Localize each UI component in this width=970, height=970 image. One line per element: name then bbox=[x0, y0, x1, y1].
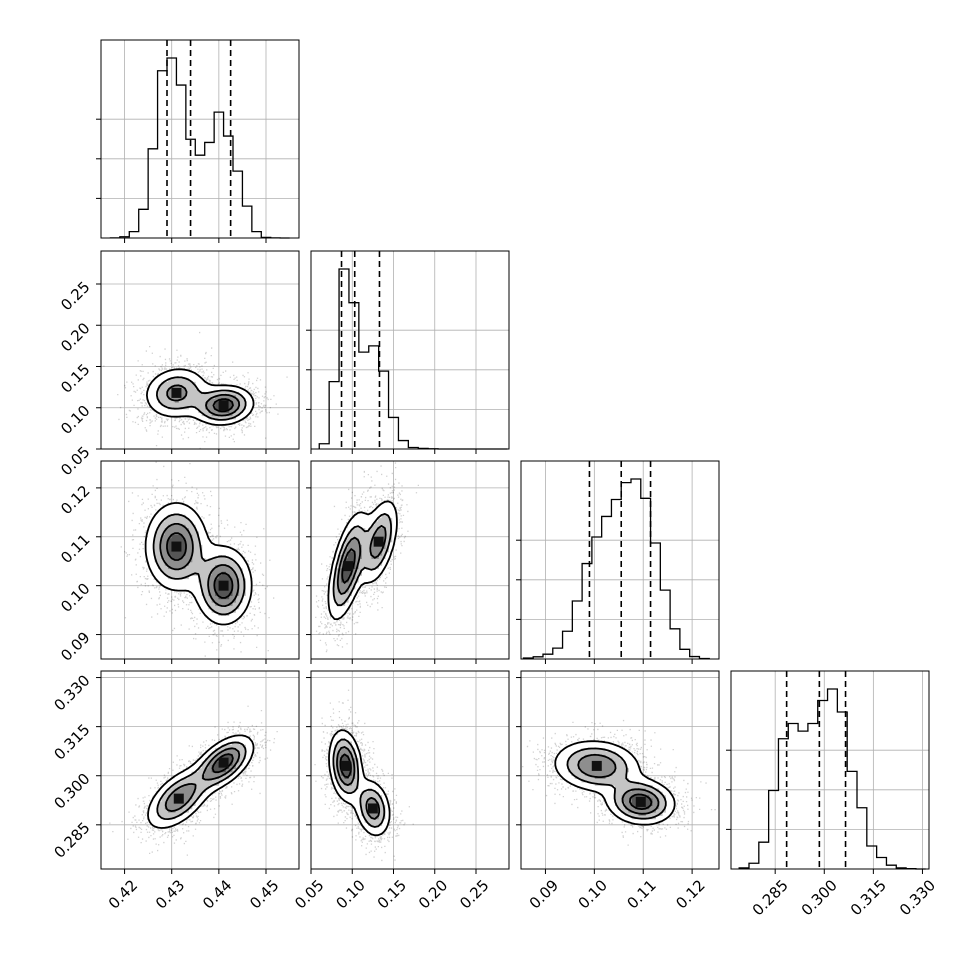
density-contour bbox=[327, 500, 398, 621]
x-tick-label: 0.09 bbox=[526, 876, 562, 912]
density-contour bbox=[554, 740, 676, 826]
panel-content bbox=[315, 462, 419, 653]
density-contour bbox=[328, 729, 391, 837]
density-contour bbox=[147, 734, 255, 829]
x-tick-label: 0.285 bbox=[749, 876, 792, 919]
x-tick-label: 0.43 bbox=[152, 876, 188, 912]
density-contour bbox=[166, 532, 234, 599]
histogram-panel bbox=[726, 670, 930, 874]
histogram-bars bbox=[738, 688, 926, 870]
density-peak bbox=[171, 387, 182, 398]
density-contour bbox=[166, 384, 241, 417]
y-tick-label: 0.05 bbox=[57, 443, 93, 479]
density-contour bbox=[146, 368, 255, 426]
density-contour bbox=[156, 741, 247, 820]
panel-frame bbox=[100, 460, 300, 660]
histogram-panel bbox=[96, 39, 300, 243]
density-contour bbox=[577, 753, 660, 815]
y-tick-label: 0.25 bbox=[57, 278, 93, 314]
density-peak bbox=[218, 580, 229, 591]
scatter-contour-panel bbox=[306, 460, 510, 664]
panel-content bbox=[522, 719, 716, 846]
panel-content bbox=[314, 689, 414, 862]
density-peak bbox=[173, 793, 184, 804]
scatter-contour-panel bbox=[306, 670, 510, 874]
density-contour bbox=[212, 398, 234, 413]
density-peak bbox=[340, 760, 351, 771]
y-tick-label: 0.11 bbox=[57, 531, 93, 567]
histogram-panel bbox=[306, 250, 510, 454]
y-tick-label: 0.20 bbox=[57, 319, 93, 355]
x-tick-label: 0.44 bbox=[199, 876, 235, 912]
panel-frame bbox=[310, 460, 510, 660]
density-peak bbox=[367, 803, 378, 814]
histogram-panel bbox=[516, 460, 720, 664]
x-tick-label: 0.25 bbox=[456, 876, 492, 912]
y-tick-label: 0.10 bbox=[57, 402, 93, 438]
scatter-contour-panel bbox=[96, 670, 300, 874]
x-tick-label: 0.45 bbox=[246, 876, 282, 912]
density-peak bbox=[635, 796, 646, 807]
scatter-contour-panel bbox=[96, 460, 300, 664]
density-peak bbox=[373, 536, 384, 547]
y-tick-label: 0.12 bbox=[57, 482, 93, 518]
density-contour bbox=[156, 376, 247, 421]
panel-frame bbox=[520, 460, 720, 660]
x-tick-label: 0.10 bbox=[333, 876, 369, 912]
panel-content bbox=[109, 705, 278, 856]
scatter-contour-panel bbox=[96, 250, 300, 454]
x-tick-label: 0.15 bbox=[374, 876, 410, 912]
x-tick-label: 0.315 bbox=[847, 876, 890, 919]
x-tick-label: 0.05 bbox=[291, 876, 327, 912]
panel-frame bbox=[100, 250, 300, 450]
panel-frame bbox=[730, 670, 930, 870]
x-tick-label: 0.11 bbox=[623, 876, 659, 912]
density-fill bbox=[168, 534, 233, 600]
density-contour bbox=[336, 746, 381, 820]
y-tick-label: 0.285 bbox=[50, 819, 93, 862]
density-contour bbox=[332, 738, 386, 828]
y-tick-label: 0.330 bbox=[50, 671, 93, 714]
panel-frame bbox=[100, 39, 300, 239]
panel-frame bbox=[310, 670, 510, 870]
panel-content bbox=[103, 331, 288, 449]
density-contour bbox=[336, 525, 387, 595]
y-tick-label: 0.10 bbox=[57, 579, 93, 615]
panel-frame bbox=[100, 670, 300, 870]
y-tick-label: 0.300 bbox=[50, 770, 93, 813]
x-tick-label: 0.330 bbox=[896, 876, 939, 919]
histogram-bars bbox=[109, 57, 290, 239]
x-tick-label: 0.20 bbox=[415, 876, 451, 912]
y-tick-label: 0.15 bbox=[57, 360, 93, 396]
y-tick-label: 0.315 bbox=[50, 720, 93, 763]
density-contour bbox=[566, 747, 667, 820]
y-tick-label: 0.09 bbox=[57, 628, 93, 664]
panel-frame bbox=[310, 250, 510, 450]
density-peak bbox=[591, 760, 602, 771]
density-contour bbox=[332, 513, 392, 607]
histogram-bars bbox=[318, 268, 508, 450]
density-contour bbox=[152, 513, 246, 616]
panel-content bbox=[120, 461, 275, 657]
panel-frame bbox=[520, 670, 720, 870]
density-contour bbox=[164, 747, 241, 812]
histogram-bars bbox=[522, 478, 710, 660]
density-contour bbox=[159, 523, 240, 607]
x-tick-label: 0.12 bbox=[672, 876, 708, 912]
x-tick-label: 0.10 bbox=[575, 876, 611, 912]
density-contour bbox=[144, 502, 253, 626]
x-tick-label: 0.42 bbox=[105, 876, 141, 912]
scatter-contour-panel bbox=[516, 670, 720, 874]
density-peak bbox=[218, 400, 229, 411]
density-peak bbox=[171, 541, 182, 552]
x-tick-label: 0.300 bbox=[798, 876, 841, 919]
density-peak bbox=[343, 561, 354, 572]
density-peak bbox=[218, 757, 229, 768]
